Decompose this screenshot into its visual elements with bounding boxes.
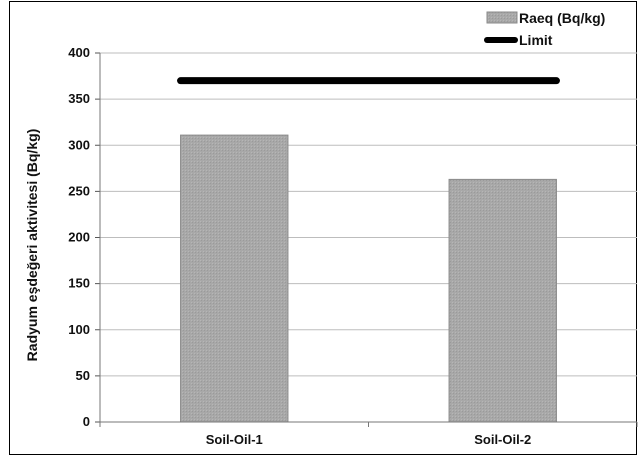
y-tick-label: 300 — [68, 137, 90, 152]
legend: Raeq (Bq/kg) Limit — [484, 10, 605, 48]
y-tick-label: 0 — [83, 414, 90, 429]
legend-label-raeq: Raeq (Bq/kg) — [519, 10, 605, 26]
y-axis-title: Radyum eşdeğeri aktivitesi (Bq/kg) — [24, 129, 40, 362]
y-tick-label: 250 — [68, 183, 90, 198]
legend-swatch-raeq — [486, 11, 518, 24]
bar-soil-oil-1 — [180, 134, 289, 423]
y-tick-label: 50 — [76, 368, 90, 383]
legend-label-limit: Limit — [519, 32, 553, 48]
x-tick-label: Soil-Oil-1 — [206, 432, 263, 447]
y-tick-label: 150 — [68, 276, 90, 291]
y-tick-label: 350 — [68, 91, 90, 106]
y-tick-label: 200 — [68, 230, 90, 245]
y-tick-label: 400 — [68, 45, 90, 60]
bar-soil-oil-2 — [448, 178, 557, 423]
axes: 0 50 100 150 200 250 300 350 400 Soil-Oil-1 Soil-O… — [68, 45, 638, 447]
y-tick-label: 100 — [68, 322, 90, 337]
x-tick-label: Soil-Oil-2 — [474, 432, 531, 447]
bars — [180, 134, 557, 423]
